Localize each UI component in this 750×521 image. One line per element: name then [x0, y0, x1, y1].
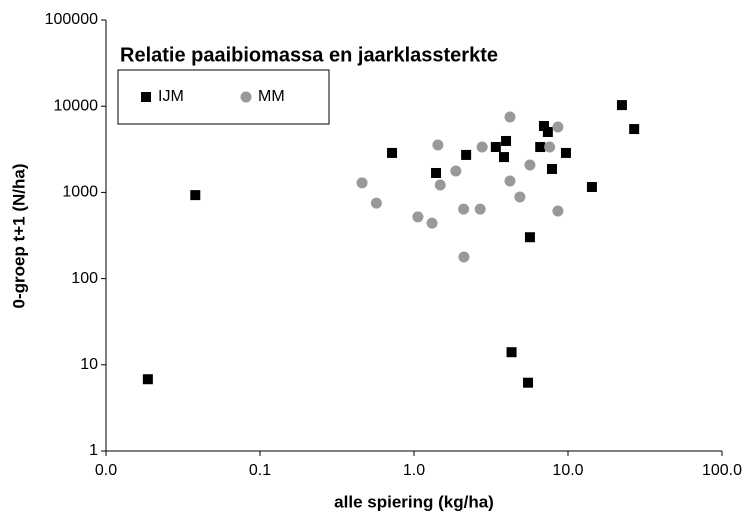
- point: [370, 197, 382, 209]
- x-axis-label: alle spiering (kg/ha): [334, 492, 494, 511]
- legend-label: MM: [258, 88, 285, 105]
- point: [552, 205, 564, 217]
- point: [450, 165, 462, 177]
- y-tick-label: 100: [71, 270, 98, 287]
- x-tick-label: 0.1: [249, 462, 271, 479]
- y-tick-label: 1000: [62, 184, 98, 201]
- point: [524, 159, 536, 171]
- point: [629, 124, 640, 135]
- point: [535, 142, 546, 153]
- point: [356, 177, 368, 189]
- y-tick-label: 10: [80, 356, 98, 373]
- legend-marker: [141, 92, 151, 102]
- point: [431, 167, 442, 178]
- point: [552, 121, 564, 133]
- point: [542, 126, 553, 137]
- y-tick-label: 1: [89, 442, 98, 459]
- point: [544, 141, 556, 153]
- point: [476, 141, 488, 153]
- point: [538, 121, 549, 132]
- point: [501, 135, 512, 146]
- point: [474, 203, 486, 215]
- point: [586, 182, 597, 193]
- point: [190, 190, 201, 201]
- y-tick-label: 10000: [54, 97, 99, 114]
- x-tick-label: 1.0: [403, 462, 425, 479]
- point: [546, 163, 557, 174]
- legend-label: IJM: [158, 88, 184, 105]
- x-tick-label: 0.0: [95, 462, 117, 479]
- point: [523, 377, 534, 388]
- point: [142, 374, 153, 385]
- point: [490, 142, 501, 153]
- point: [524, 232, 535, 243]
- point: [616, 100, 627, 111]
- legend-marker: [240, 91, 252, 103]
- point: [458, 203, 470, 215]
- point: [387, 147, 398, 158]
- point: [560, 147, 571, 158]
- point: [434, 179, 446, 191]
- point: [412, 211, 424, 223]
- point: [498, 152, 509, 163]
- point: [506, 347, 517, 358]
- point: [461, 149, 472, 160]
- point: [432, 139, 444, 151]
- point: [458, 251, 470, 263]
- x-tick-label: 10.0: [552, 462, 583, 479]
- legend: [117, 69, 330, 125]
- point: [504, 175, 516, 187]
- y-axis-label: 0-groep t+1 (N/ha): [9, 164, 28, 309]
- point: [426, 217, 438, 229]
- x-tick-label: 100.0: [702, 462, 742, 479]
- point: [514, 191, 526, 203]
- y-tick-label: 100000: [45, 11, 98, 28]
- chart-title: Relatie paaibiomassa en jaarklassterkte: [120, 44, 498, 66]
- point: [504, 111, 516, 123]
